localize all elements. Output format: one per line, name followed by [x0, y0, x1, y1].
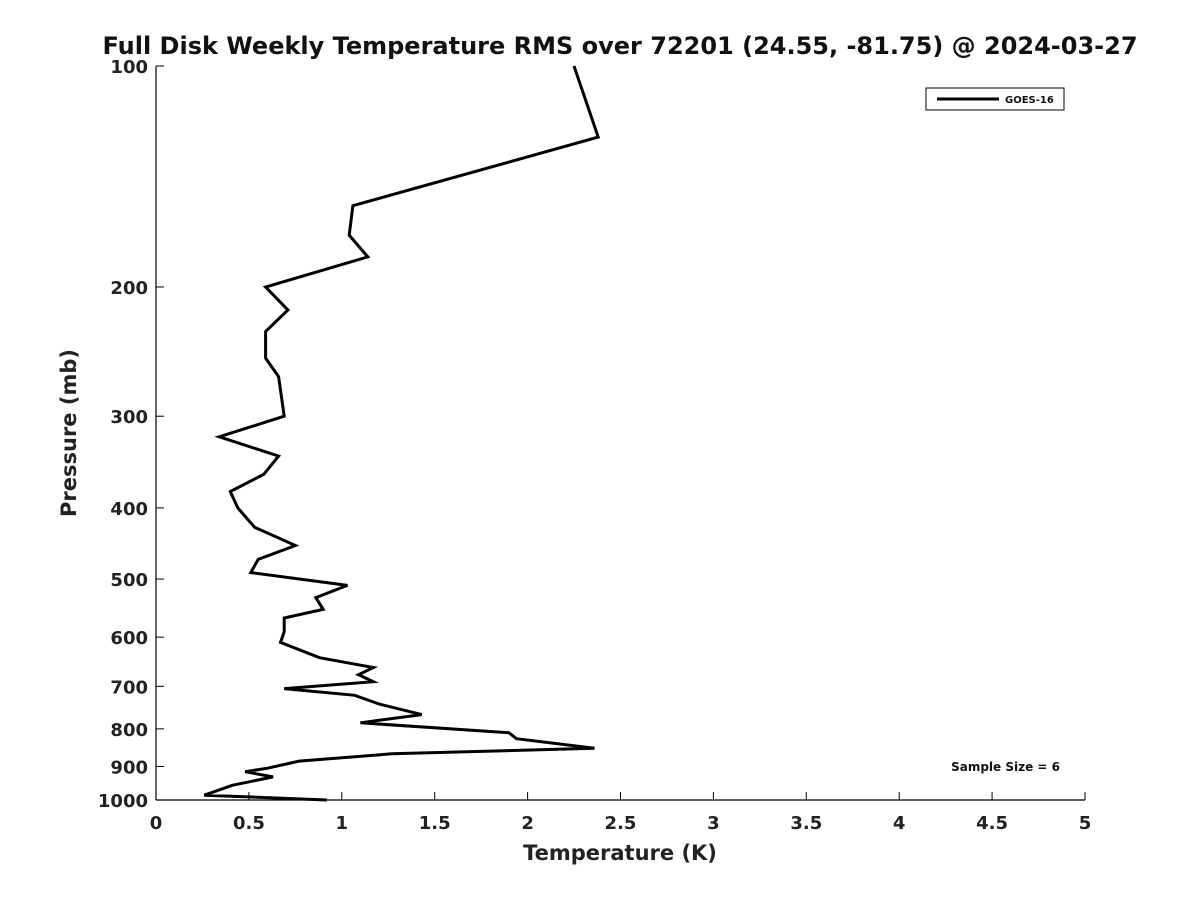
x-tick-label: 1.5	[419, 813, 451, 834]
y-axis-label: Pressure (mb)	[57, 349, 81, 517]
y-tick-label: 800	[110, 720, 148, 741]
series-line	[203, 65, 601, 802]
y-tick-label: 900	[110, 757, 148, 778]
x-tick-label: 3.5	[790, 813, 822, 834]
chart-title: Full Disk Weekly Temperature RMS over 72…	[102, 32, 1137, 60]
x-axis-label: Temperature (K)	[523, 841, 717, 865]
y-tick-label: 400	[110, 499, 148, 520]
y-tick-label: 500	[110, 570, 148, 591]
y-tick-label: 1000	[98, 791, 148, 812]
x-tick-label: 2.5	[605, 813, 637, 834]
x-tick-label: 2	[521, 813, 534, 834]
y-tick-label: 100	[110, 57, 148, 78]
y-tick-label: 600	[110, 628, 148, 649]
sample-size-annotation: Sample Size = 6	[951, 760, 1060, 774]
y-tick-label: 700	[110, 677, 148, 698]
series-group	[203, 65, 601, 802]
x-tick-label: 1	[336, 813, 349, 834]
legend: GOES-16	[925, 87, 1065, 111]
y-tick-label: 300	[110, 407, 148, 428]
legend-label: GOES-16	[1005, 95, 1054, 106]
x-tick-label: 3	[707, 813, 720, 834]
x-tick-label: 0	[150, 813, 163, 834]
x-tick-label: 0.5	[233, 813, 265, 834]
x-tick-label: 5	[1079, 813, 1092, 834]
y-tick-label: 200	[110, 278, 148, 299]
x-tick-label: 4.5	[976, 813, 1008, 834]
axes: 0 0.5 1 1.5 2 2.5 3 3.5 4 4.5 5 100 200 300 400 500 600 7…	[98, 57, 1091, 834]
x-tick-label: 4	[893, 813, 906, 834]
